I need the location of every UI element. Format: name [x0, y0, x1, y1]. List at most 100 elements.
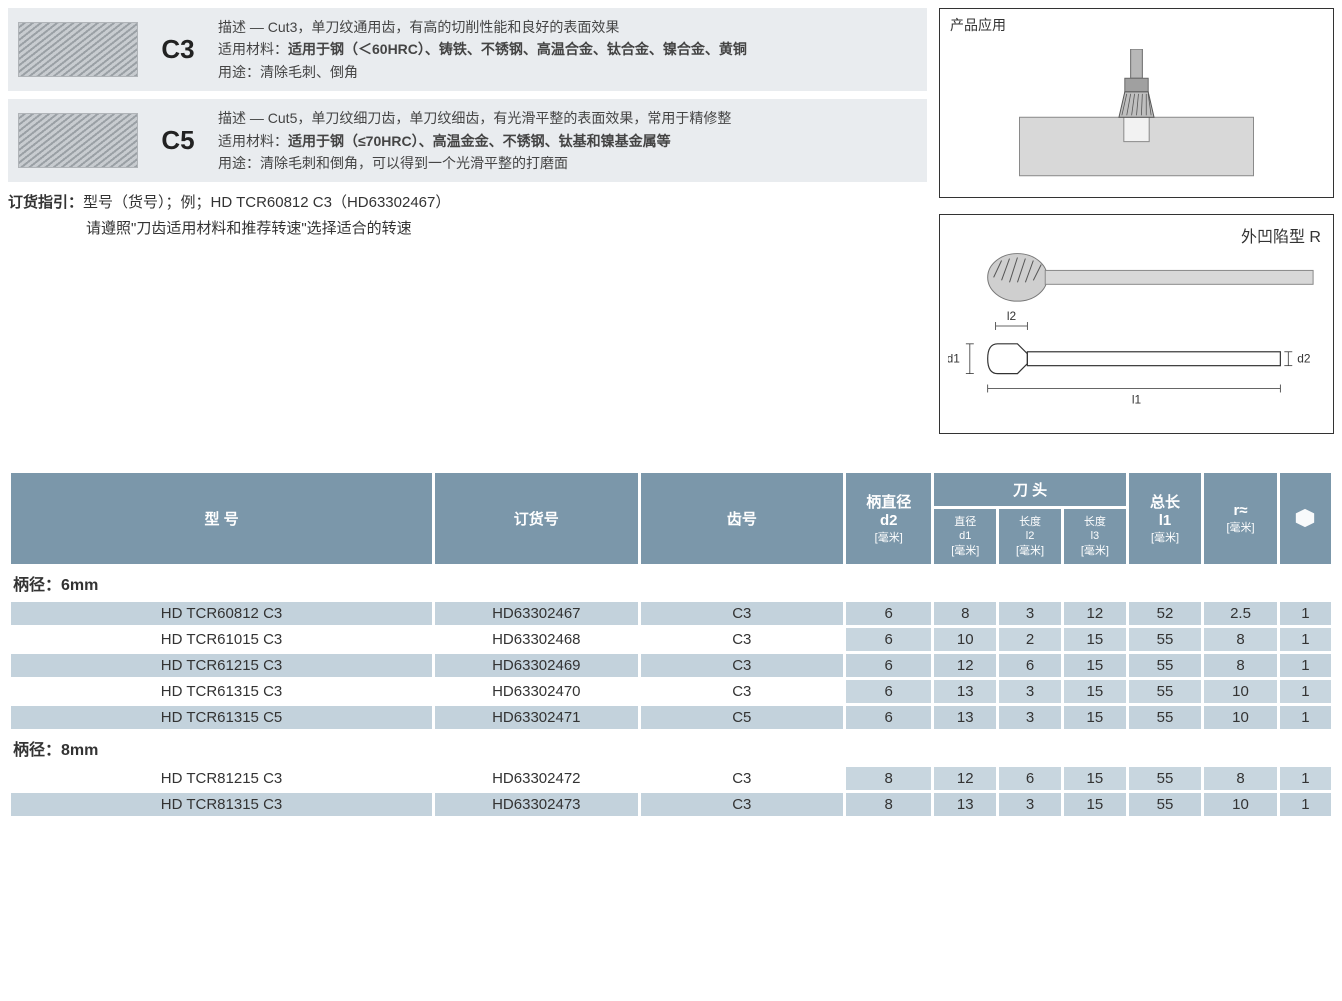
svg-text:d2: d2: [1297, 352, 1311, 366]
cut-row: C3描述 — Cut3，单刀纹通用齿，有高的切削性能和良好的表面效果适用材料：适…: [8, 8, 927, 91]
th-d1: 直径 d1 [毫米]: [934, 509, 996, 564]
cell-l3: 15: [1064, 628, 1126, 651]
cell-model: HD TCR61315 C5: [11, 706, 432, 729]
cell-tooth: C3: [641, 767, 844, 790]
cell-d2: 6: [846, 628, 931, 651]
cut-code: C3: [138, 34, 218, 65]
cell-l2: 3: [999, 706, 1061, 729]
cut-description: 描述 — Cut3，单刀纹通用齿，有高的切削性能和良好的表面效果适用材料：适用于…: [218, 16, 747, 83]
cell-d2: 6: [846, 680, 931, 703]
table-row: HD TCR61315 C3HD63302470C361331555101: [11, 680, 1331, 703]
cell-pkg: 1: [1280, 602, 1331, 625]
table-section-header: 柄径：6mm: [11, 567, 1331, 599]
cell-l1: 55: [1129, 706, 1201, 729]
cut-texture-thumb: [18, 113, 138, 168]
cell-d1: 10: [934, 628, 996, 651]
cell-l2: 3: [999, 680, 1061, 703]
product-diagram: l2 d1 d2 l1: [948, 223, 1325, 425]
cell-r: 2.5: [1204, 602, 1276, 625]
cell-d1: 8: [934, 602, 996, 625]
cell-l2: 2: [999, 628, 1061, 651]
cell-pkg: 1: [1280, 680, 1331, 703]
application-figure: 产品应用: [939, 8, 1334, 198]
cell-r: 8: [1204, 628, 1276, 651]
cell-order: HD63302468: [435, 628, 638, 651]
cut-row: C5描述 — Cut5，单刀纹细刀齿，单刀纹细齿，有光滑平整的表面效果，常用于精…: [8, 99, 927, 182]
cell-l1: 55: [1129, 680, 1201, 703]
cell-d1: 13: [934, 680, 996, 703]
cell-model: HD TCR61015 C3: [11, 628, 432, 651]
cell-l3: 15: [1064, 793, 1126, 816]
cell-l2: 3: [999, 793, 1061, 816]
cell-tooth: C3: [641, 602, 844, 625]
table-row: HD TCR60812 C3HD63302467C368312522.51: [11, 602, 1331, 625]
cell-l1: 52: [1129, 602, 1201, 625]
th-head-group: 刀 头: [934, 473, 1125, 506]
cell-d2: 8: [846, 767, 931, 790]
cell-order: HD63302472: [435, 767, 638, 790]
order-guide-label: 订货指引：: [8, 194, 83, 211]
cell-tooth: C3: [641, 793, 844, 816]
cell-model: HD TCR81315 C3: [11, 793, 432, 816]
cell-order: HD63302471: [435, 706, 638, 729]
cell-r: 8: [1204, 767, 1276, 790]
table-row: HD TCR61315 C5HD63302471C561331555101: [11, 706, 1331, 729]
table-row: HD TCR81315 C3HD63302473C381331555101: [11, 793, 1331, 816]
cell-d1: 12: [934, 654, 996, 677]
cell-d2: 8: [846, 793, 931, 816]
application-diagram: [1000, 49, 1273, 186]
th-model: 型 号: [11, 473, 432, 564]
cell-pkg: 1: [1280, 706, 1331, 729]
svg-text:l2: l2: [1007, 309, 1017, 323]
cut-code: C5: [138, 125, 218, 156]
cell-tooth: C3: [641, 628, 844, 651]
cell-r: 10: [1204, 706, 1276, 729]
svg-text:l1: l1: [1132, 392, 1142, 406]
cell-model: HD TCR81215 C3: [11, 767, 432, 790]
cut-description: 描述 — Cut5，单刀纹细刀齿，单刀纹细齿，有光滑平整的表面效果，常用于精修整…: [218, 107, 731, 174]
cell-pkg: 1: [1280, 767, 1331, 790]
cell-l3: 12: [1064, 602, 1126, 625]
product-table: 型 号 订货号 齿号 柄直径 d2 [毫米] 刀 头 总长 l1 [毫米] r≈…: [8, 470, 1334, 819]
cell-r: 10: [1204, 793, 1276, 816]
cell-d2: 6: [846, 654, 931, 677]
th-l3: 长度 l3 [毫米]: [1064, 509, 1126, 564]
cell-l1: 55: [1129, 654, 1201, 677]
top-section: C3描述 — Cut3，单刀纹通用齿，有高的切削性能和良好的表面效果适用材料：适…: [8, 8, 1334, 450]
cell-tooth: C3: [641, 654, 844, 677]
cell-r: 8: [1204, 654, 1276, 677]
cell-tooth: C3: [641, 680, 844, 703]
cut-descriptions: C3描述 — Cut3，单刀纹通用齿，有高的切削性能和良好的表面效果适用材料：适…: [8, 8, 927, 450]
cell-l3: 15: [1064, 706, 1126, 729]
cell-pkg: 1: [1280, 793, 1331, 816]
th-l2: 长度 l2 [毫米]: [999, 509, 1061, 564]
cell-d1: 12: [934, 767, 996, 790]
cell-order: HD63302470: [435, 680, 638, 703]
cell-model: HD TCR61315 C3: [11, 680, 432, 703]
cell-d1: 13: [934, 706, 996, 729]
cell-l3: 15: [1064, 680, 1126, 703]
right-figures: 产品应用: [939, 8, 1334, 450]
cell-d2: 6: [846, 602, 931, 625]
th-order: 订货号: [435, 473, 638, 564]
section-title: 柄径：6mm: [11, 567, 1331, 599]
svg-text:d1: d1: [948, 352, 960, 366]
cell-tooth: C5: [641, 706, 844, 729]
th-l1: 总长 l1 [毫米]: [1129, 473, 1201, 564]
th-package: [1280, 473, 1331, 564]
th-r: r≈ [毫米]: [1204, 473, 1276, 564]
order-guide-line2: 请遵照"刀齿适用材料和推荐转速"选择适合的转速: [8, 216, 927, 242]
cell-d1: 13: [934, 793, 996, 816]
th-d2: 柄直径 d2 [毫米]: [846, 473, 931, 564]
cell-model: HD TCR61215 C3: [11, 654, 432, 677]
cell-l3: 15: [1064, 654, 1126, 677]
cell-model: HD TCR60812 C3: [11, 602, 432, 625]
table-head: 型 号 订货号 齿号 柄直径 d2 [毫米] 刀 头 总长 l1 [毫米] r≈…: [11, 473, 1331, 564]
package-icon: [1294, 507, 1316, 529]
cell-r: 10: [1204, 680, 1276, 703]
cell-l2: 6: [999, 654, 1061, 677]
cell-l1: 55: [1129, 767, 1201, 790]
table-body: 柄径：6mmHD TCR60812 C3HD63302467C368312522…: [11, 567, 1331, 816]
table-row: HD TCR61015 C3HD63302468C36102155581: [11, 628, 1331, 651]
table-row: HD TCR61215 C3HD63302469C36126155581: [11, 654, 1331, 677]
